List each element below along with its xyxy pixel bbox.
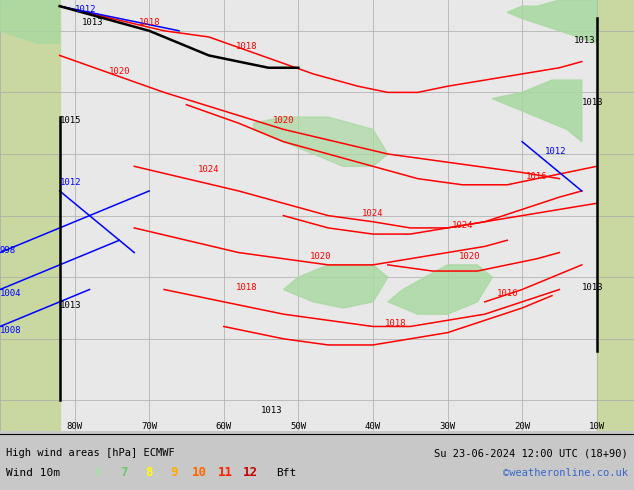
Polygon shape	[492, 80, 582, 142]
Text: 6: 6	[94, 466, 102, 479]
Text: 10W: 10W	[588, 422, 605, 431]
Text: 1018: 1018	[385, 319, 406, 328]
Text: 8: 8	[145, 466, 153, 479]
Text: 1013: 1013	[582, 98, 604, 107]
Text: Su 23-06-2024 12:00 UTC (18+90): Su 23-06-2024 12:00 UTC (18+90)	[434, 448, 628, 458]
Text: 1020: 1020	[459, 252, 481, 261]
Text: 1024: 1024	[362, 209, 384, 218]
Text: 10: 10	[192, 466, 207, 479]
Text: 1018: 1018	[235, 283, 257, 292]
Text: 7: 7	[120, 466, 127, 479]
Text: 1016: 1016	[496, 289, 518, 298]
Text: 1020: 1020	[273, 116, 294, 125]
Text: 1004: 1004	[0, 289, 22, 298]
Text: ©weatheronline.co.uk: ©weatheronline.co.uk	[503, 468, 628, 478]
Text: 1018: 1018	[138, 18, 160, 26]
Text: 1012: 1012	[75, 5, 96, 14]
Text: 50W: 50W	[290, 422, 306, 431]
Polygon shape	[0, 0, 60, 43]
Text: 1013: 1013	[261, 406, 283, 415]
Polygon shape	[597, 0, 634, 431]
Text: 1020: 1020	[108, 67, 130, 76]
Text: 1013: 1013	[82, 18, 103, 26]
Text: 1013: 1013	[582, 283, 604, 292]
Text: 1015: 1015	[60, 116, 81, 125]
Text: 12: 12	[243, 466, 258, 479]
Polygon shape	[507, 0, 597, 43]
Text: High wind areas [hPa] ECMWF: High wind areas [hPa] ECMWF	[6, 448, 175, 458]
Text: 1018: 1018	[235, 42, 257, 51]
Polygon shape	[388, 265, 492, 314]
Text: 1013: 1013	[60, 301, 81, 310]
Polygon shape	[254, 117, 388, 166]
Polygon shape	[0, 0, 60, 431]
Text: 11: 11	[217, 466, 233, 479]
Text: Bft: Bft	[276, 468, 296, 478]
Text: 40W: 40W	[365, 422, 381, 431]
Text: 998: 998	[0, 245, 16, 255]
Text: Wind 10m: Wind 10m	[6, 468, 60, 478]
Text: 60W: 60W	[216, 422, 232, 431]
Polygon shape	[283, 265, 388, 308]
Text: 9: 9	[171, 466, 178, 479]
Text: 1024: 1024	[451, 221, 473, 230]
Text: 20W: 20W	[514, 422, 530, 431]
Text: 1016: 1016	[526, 172, 548, 181]
Text: 30W: 30W	[439, 422, 456, 431]
Text: 1008: 1008	[0, 326, 22, 335]
Text: 1012: 1012	[545, 147, 566, 156]
Text: 1024: 1024	[198, 166, 219, 174]
Text: 1012: 1012	[60, 178, 81, 187]
Text: 70W: 70W	[141, 422, 157, 431]
Text: 1013: 1013	[574, 36, 596, 45]
Text: 1020: 1020	[310, 252, 332, 261]
Text: 80W: 80W	[67, 422, 82, 431]
